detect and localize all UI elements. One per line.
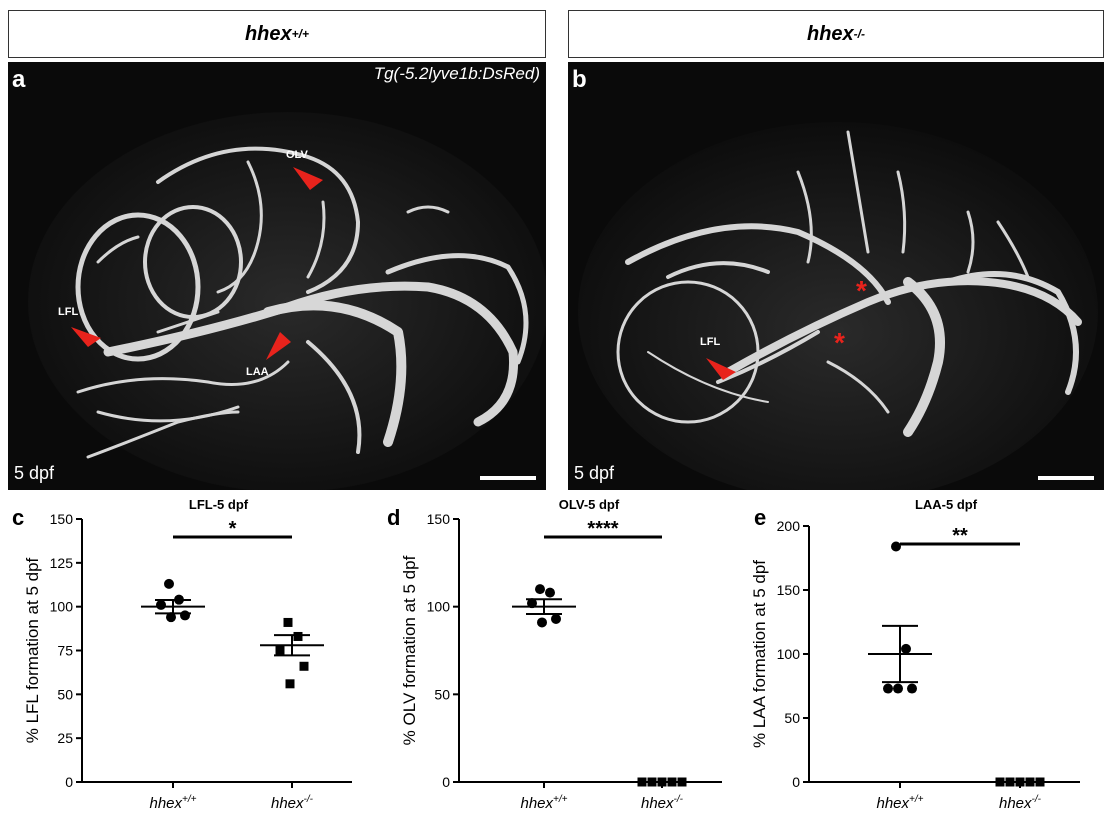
data-point-circle: [551, 613, 561, 624]
y-tick-label: 50: [434, 686, 450, 702]
y-tick-label: 100: [50, 599, 74, 615]
data-point-circle: [166, 612, 176, 623]
panel-letter: c: [12, 505, 24, 530]
x-tick-label: hhex+/+: [521, 794, 568, 812]
significance-label: **: [952, 525, 968, 547]
y-tick-label: 0: [442, 774, 450, 790]
vessel-drawing-b: LFL * *: [578, 122, 1098, 490]
stage-label-b: 5 dpf: [574, 463, 615, 483]
data-point-circle: [527, 598, 537, 609]
asterisk-2: *: [834, 327, 845, 358]
y-tick-label: 125: [50, 555, 74, 571]
y-axis-label: % LAA formation at 5 dpf: [750, 560, 769, 748]
lfl-label-b: LFL: [700, 336, 720, 348]
data-point-circle: [164, 578, 174, 589]
plot-title: LAA-5 dpf: [915, 497, 978, 512]
plot-title: LFL-5 dpf: [189, 497, 249, 512]
data-point-square: [1005, 777, 1015, 787]
data-point-square: [275, 646, 285, 655]
data-point-square: [657, 777, 667, 787]
data-point-square: [283, 617, 293, 627]
transgene-label: Tg(-5.2lyve1b:DsRed): [373, 64, 540, 83]
y-tick-label: 50: [784, 710, 800, 726]
x-tick-label: hhex+/+: [150, 794, 197, 812]
arrowheads-b: [706, 358, 736, 380]
data-point-square: [1035, 777, 1045, 787]
header-wildtype-gene: hhex: [244, 22, 292, 45]
y-tick-label: 0: [792, 774, 800, 790]
micrograph-b: LFL * * b 5 dpf: [568, 62, 1104, 490]
y-axis-label: % OLV formation at 5 dpf: [400, 555, 419, 745]
laa-label: LAA: [246, 366, 269, 378]
data-point-circle: [893, 683, 903, 694]
plot-c: c LFL-5 dpf 0 25 50 75 100 125 150 % LFL formatio…: [0, 495, 370, 836]
y-tick-label: 150: [50, 511, 74, 527]
y-axis-label: % LFL formation at 5 dpf: [23, 557, 42, 743]
lfl-arrowhead-b: [706, 358, 736, 380]
data-point-circle: [883, 683, 893, 694]
data-point-square: [1025, 777, 1035, 787]
scale-bar-b: [1038, 476, 1094, 480]
data-point-square: [647, 777, 657, 787]
panel-letter: d: [387, 505, 400, 530]
x-tick-label: hhex+/+: [877, 794, 924, 812]
data-point-circle: [535, 584, 545, 595]
data-point-square: [293, 631, 303, 641]
data-point-square: [1015, 777, 1025, 787]
data-point-square: [637, 777, 647, 787]
olv-label: OLV: [286, 149, 308, 161]
data-point-square: [677, 777, 687, 787]
data-point-circle: [537, 617, 547, 628]
data-point-circle: [180, 610, 190, 621]
y-tick-label: 75: [57, 643, 73, 659]
data-point-square: [299, 661, 309, 671]
data-point-circle: [891, 541, 901, 552]
lfl-label: LFL: [58, 306, 78, 318]
arrowheads-a: [71, 167, 323, 360]
y-tick-label: 150: [427, 511, 451, 527]
plot-c-svg: c LFL-5 dpf 0 25 50 75 100 125 150 % LFL formatio…: [12, 497, 352, 812]
significance-label: ****: [587, 518, 618, 540]
y-tick-label: 25: [57, 730, 73, 746]
x-tick-label: hhex-/-: [271, 794, 314, 812]
asterisk-1: *: [856, 275, 867, 306]
plot-d-svg: d OLV-5 dpf 0 50 100 150 % OLV formation at 5 …: [387, 497, 722, 812]
stage-label-a: 5 dpf: [14, 463, 55, 483]
data-point-square: [285, 679, 295, 689]
panel-letter-b: b: [572, 66, 587, 93]
data-point-circle: [545, 587, 555, 598]
scale-bar-a: [480, 476, 536, 480]
header-mutant: hhex -/-: [568, 10, 1104, 58]
panel-letter: e: [754, 505, 766, 530]
vessel-drawing-a: OLV LFL LAA: [28, 112, 546, 490]
significance-label: *: [229, 518, 237, 540]
micrograph-a: OLV LFL LAA a Tg(-5.2lyve1b:DsRed) 5 dpf: [8, 62, 546, 490]
plot-title: OLV-5 dpf: [559, 497, 620, 512]
y-tick-label: 100: [777, 646, 801, 662]
plot-e-svg: e LAA-5 dpf 0 50 100 150 200 % LAA formation at…: [750, 497, 1080, 812]
y-tick-label: 100: [427, 599, 451, 615]
y-tick-label: 150: [777, 582, 801, 598]
y-tick-label: 50: [57, 686, 73, 702]
lfl-arrowhead: [71, 327, 101, 347]
plot-d: d OLV-5 dpf 0 50 100 150 % OLV formation at 5 …: [375, 495, 735, 836]
data-point-circle: [901, 643, 911, 654]
header-wildtype: hhex +/+: [8, 10, 546, 58]
x-tick-label: hhex-/-: [641, 794, 684, 812]
x-tick-label: hhex-/-: [999, 794, 1042, 812]
y-tick-label: 0: [65, 774, 73, 790]
olv-arrowhead: [293, 167, 323, 190]
data-point-circle: [156, 599, 166, 610]
plot-e: e LAA-5 dpf 0 50 100 150 200 % LAA formation at…: [742, 495, 1112, 836]
data-point-square: [995, 777, 1005, 787]
header-mutant-genotype: -/-: [853, 27, 865, 41]
panel-letter-a: a: [12, 66, 26, 93]
header-mutant-gene: hhex: [806, 22, 854, 45]
data-point-square: [667, 777, 677, 787]
y-tick-label: 200: [777, 518, 801, 534]
header-wildtype-genotype: +/+: [291, 27, 310, 41]
laa-arrowhead: [266, 332, 291, 360]
data-point-circle: [907, 683, 917, 694]
